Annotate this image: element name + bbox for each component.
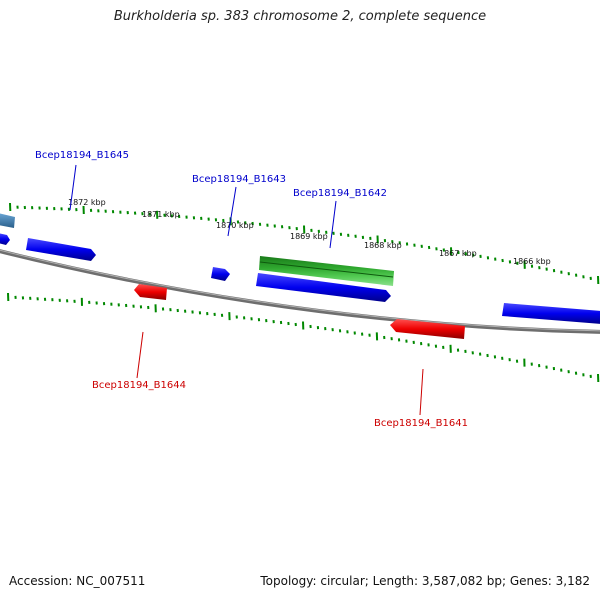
accession-text: Accession: NC_007511 [9,574,146,588]
gene-bcep18194-b1642[interactable] [256,273,391,302]
gene-bcep18194-b1644[interactable] [134,284,167,300]
kbp-labels: 1872 kbp 1871 kbp 1870 kbp 1869 kbp 1868… [68,198,551,266]
gene-label-b1643: Bcep18194_B1643 [192,174,286,185]
kbp-label: 1866 kbp [513,257,551,266]
gene-forward-edge[interactable] [0,233,10,245]
gene-label-b1641: Bcep18194_B1641 [374,418,468,429]
gene-features [0,213,600,339]
map-title: Burkholderia sp. 383 chromosome 2, compl… [113,9,487,24]
topology-text: Topology: circular; Length: 3,587,082 bp… [260,574,590,588]
gene-bcep18194-b1643[interactable] [211,267,230,281]
gene-label-b1642: Bcep18194_B1642 [293,188,387,199]
gene-label-b1644: Bcep18194_B1644 [92,380,186,391]
kbp-label: 1872 kbp [68,198,106,207]
rna-feature-green[interactable] [259,256,394,286]
tick-marks-lower [7,292,600,383]
gene-bcep18194-b1645[interactable] [26,238,96,261]
gene-forward-right-edge[interactable] [502,303,600,324]
kbp-label: 1868 kbp [364,241,402,250]
kbp-label: 1871 kbp [142,210,180,219]
gene-labels: Bcep18194_B1645 Bcep18194_B1643 Bcep1819… [35,150,468,429]
gene-bcep18194-b1641[interactable] [390,319,465,339]
label-leader-lines [69,164,424,416]
kbp-label: 1867 kbp [439,249,477,258]
chromosome-backbone [0,249,600,334]
feature-edge-left[interactable] [0,213,15,228]
gene-label-b1645: Bcep18194_B1645 [35,150,129,161]
tick-marks-upper [9,202,600,285]
kbp-label: 1869 kbp [290,232,328,241]
kbp-label: 1870 kbp [216,221,254,230]
